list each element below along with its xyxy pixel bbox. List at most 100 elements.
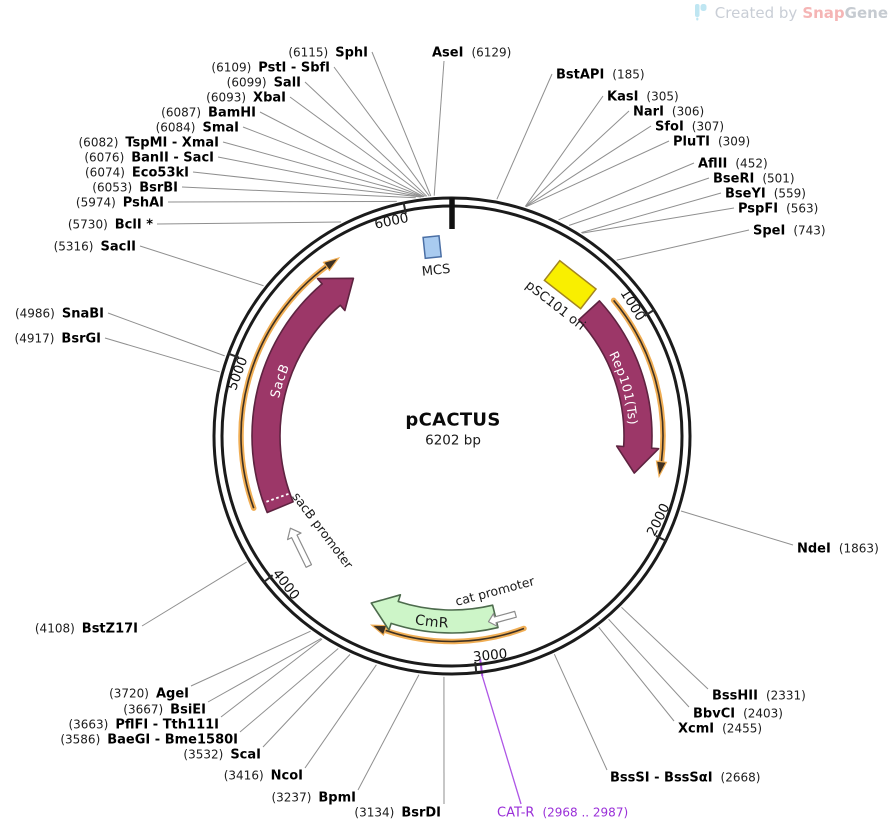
enzyme-label-TspMI-XmaI[interactable]: (6082) TspMI - XmaI: [79, 134, 220, 151]
enzyme-name: PspFI: [738, 201, 779, 217]
orf-arc-arrowhead-0: [322, 256, 341, 272]
callout-line-BstZ17I: [141, 561, 247, 627]
callout-line-CAT-R: [481, 675, 522, 805]
enzyme-name: BanII - SacI: [131, 150, 214, 166]
tick-label-4000: 4000: [269, 566, 303, 603]
enzyme-label-SnaBI[interactable]: (4986) SnaBI: [15, 305, 104, 322]
enzyme-name: PflFI - Tth111I: [115, 717, 219, 733]
enzyme-label-BamHI[interactable]: (6087) BamHI: [161, 104, 256, 121]
snapgene-watermark: Created by Snap Gene: [693, 3, 888, 22]
enzyme-label-SphI[interactable]: (6115) SphI: [288, 44, 368, 61]
orf-arc-core-1: [613, 299, 664, 462]
plasmid-name: pCACTUS: [405, 409, 501, 431]
enzyme-label-AflII[interactable]: AflII (452): [698, 155, 768, 172]
callout-line-PflFI-Tth111I: [220, 638, 323, 718]
promoter-arrow-cat-promoter[interactable]: [487, 608, 517, 628]
tick-1000: [644, 308, 655, 317]
enzyme-label-SfoI[interactable]: SfoI (307): [655, 118, 724, 135]
enzyme-position: (3134): [354, 805, 395, 820]
feature-Rep101-Ts-[interactable]: [578, 300, 660, 474]
enzyme-position: (3416): [223, 768, 264, 783]
enzyme-name: BstZ17I: [81, 621, 138, 637]
enzyme-label-NcoI[interactable]: (3416) NcoI: [224, 767, 303, 784]
feature-box-pSC101-ori[interactable]: [543, 259, 598, 310]
enzyme-label-SalI[interactable]: (6099) SalI: [227, 74, 301, 91]
enzyme-label-SacII[interactable]: (5316) SacII: [54, 238, 136, 255]
enzyme-label-XcmI[interactable]: XcmI (2455): [678, 720, 762, 737]
enzyme-label-BclI-[interactable]: (5730) BclI *: [68, 216, 153, 233]
enzyme-label-AseI[interactable]: AseI (6129): [432, 44, 511, 61]
callout-line-PluTI: [526, 140, 670, 208]
callout-line-PstI-SbfI: [333, 66, 430, 197]
callout-line-Eco53kI: [192, 171, 421, 198]
enzyme-name: NcoI: [270, 768, 303, 784]
enzyme-position: (6099): [226, 75, 267, 90]
enzyme-label-PspFI[interactable]: PspFI (563): [738, 200, 818, 217]
enzyme-label-BssSI-BssS-I[interactable]: BssSI - BssSαI (2668): [610, 769, 760, 786]
feature-CmR[interactable]: [370, 594, 499, 634]
enzyme-label-NarI[interactable]: NarI (306): [633, 103, 704, 120]
enzyme-name: SpeI: [753, 223, 786, 239]
enzyme-name: SphI: [335, 45, 368, 61]
enzyme-name: XcmI: [678, 721, 715, 737]
enzyme-label-KasI[interactable]: KasI (305): [607, 88, 679, 105]
watermark-brand-gene: Gene: [844, 3, 888, 22]
enzyme-label-XbaI[interactable]: (6093) XbaI: [206, 89, 286, 106]
enzyme-label-BaeGI-Bme1580I[interactable]: (3586) BaeGI - Bme1580I: [60, 731, 238, 748]
plasmid-size: 6202 bp: [425, 432, 481, 449]
enzyme-position: (3720): [109, 686, 149, 701]
enzyme-position: (5316): [53, 239, 94, 254]
callout-line-AseI: [433, 60, 445, 196]
callout-line-XbaI: [289, 96, 426, 197]
enzyme-label-BpmI[interactable]: (3237) BpmI: [271, 789, 356, 806]
plasmid-title: pCACTUS 6202 bp: [405, 410, 500, 449]
feature-box-MCS[interactable]: [422, 234, 443, 260]
feature-SacB[interactable]: [251, 277, 355, 514]
enzyme-position: (4917): [14, 331, 55, 346]
enzyme-position: (501): [762, 171, 795, 186]
enzyme-label-BsrGI[interactable]: (4917) BsrGI: [15, 330, 101, 347]
enzyme-label-Eco53kI[interactable]: (6074) Eco53kI: [85, 164, 189, 181]
enzyme-label-BstAPI[interactable]: BstAPI (185): [556, 66, 645, 83]
enzyme-label-BseRI[interactable]: BseRI (501): [713, 170, 795, 187]
tick-4000: [262, 574, 274, 584]
enzyme-label-NdeI[interactable]: NdeI (1863): [797, 540, 879, 557]
primer-label-CAT-R[interactable]: CAT-R (2968 .. 2987): [497, 804, 628, 821]
enzyme-label-BsrDI[interactable]: (3134) BsrDI: [354, 804, 441, 821]
enzyme-name: BssSI - BssSαI: [610, 770, 713, 786]
enzyme-position: (2455): [722, 721, 763, 736]
callout-line-SmaI: [242, 126, 424, 198]
callout-line-PshAI: [167, 200, 397, 203]
callout-line-BclI-: [156, 221, 342, 225]
tick-label-1000: 1000: [617, 286, 649, 324]
enzyme-label-BssHII[interactable]: BssHII (2331): [712, 687, 806, 704]
callout-line-NarI: [525, 110, 630, 207]
callout-line-BsrBI: [181, 186, 416, 199]
enzyme-label-BstZ17I[interactable]: (4108) BstZ17I: [35, 620, 138, 637]
enzyme-label-ScaI[interactable]: (3532) ScaI: [183, 746, 261, 763]
callout-line-ScaI: [262, 654, 351, 748]
callout-line-NdeI: [680, 510, 794, 546]
enzyme-position: (3663): [68, 717, 109, 732]
enzyme-label-PluTI[interactable]: PluTI (309): [673, 133, 750, 150]
enzyme-name: BsiEI: [170, 702, 206, 718]
orf-arc-core-2: [384, 627, 525, 643]
enzyme-label-BseYI[interactable]: BseYI (559): [725, 185, 806, 202]
enzyme-label-PshAI[interactable]: (5974) PshAI: [76, 194, 164, 211]
enzyme-label-PflFI-Tth111I[interactable]: (3663) PflFI - Tth111I: [68, 716, 219, 733]
enzyme-label-SmaI[interactable]: (6084) SmaI: [156, 119, 239, 136]
enzyme-label-BsrBI[interactable]: (6053) BsrBI: [92, 179, 178, 196]
enzyme-label-BanII-SacI[interactable]: (6076) BanII - SacI: [84, 149, 214, 166]
enzyme-label-BsiEI[interactable]: (3667) BsiEI: [123, 701, 206, 718]
enzyme-label-BbvCI[interactable]: BbvCI (2403): [693, 705, 783, 722]
enzyme-label-AgeI[interactable]: (3720) AgeI: [109, 685, 189, 702]
enzyme-position: (3237): [271, 790, 312, 805]
enzyme-label-PstI-SbfI[interactable]: (6109) PstI - SbfI: [211, 59, 330, 76]
promoter-arrow-sacB-promoter[interactable]: [284, 525, 316, 569]
enzyme-position: (4108): [34, 621, 75, 636]
enzyme-position: (6076): [84, 150, 125, 165]
callout-line-BbvCI: [608, 618, 690, 708]
enzyme-label-SpeI[interactable]: SpeI (743): [753, 222, 826, 239]
snapgene-logo-icon: [694, 4, 707, 21]
